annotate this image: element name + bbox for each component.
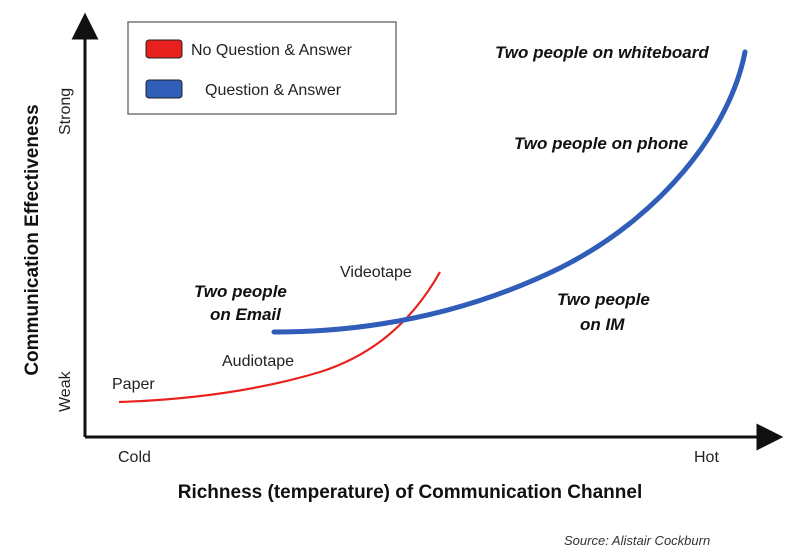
annotation-paper: Paper <box>112 376 155 393</box>
legend-label-no-qa: No Question & Answer <box>191 42 353 59</box>
annotation-im-line2: on IM <box>580 315 625 334</box>
annotation-email-line2: on Email <box>210 305 282 324</box>
y-axis-title: Communication Effectiveness <box>22 104 43 375</box>
annotation-phone: Two people on phone <box>514 134 688 153</box>
source-credit: Source: Alistair Cockburn <box>564 533 710 548</box>
annotation-videotape: Videotape <box>340 264 412 281</box>
y-tick-weak: Weak <box>57 370 74 412</box>
x-tick-cold: Cold <box>118 449 151 466</box>
y-tick-strong: Strong <box>57 88 74 135</box>
legend-label-qa: Question & Answer <box>205 82 342 99</box>
legend-swatch-no-qa <box>145 39 183 59</box>
annotation-email-line1: Two people <box>194 282 287 301</box>
annotation-im-line1: Two people <box>557 290 650 309</box>
annotation-audiotape: Audiotape <box>222 353 294 370</box>
legend-swatch-qa <box>145 79 183 99</box>
annotation-whiteboard: Two people on whiteboard <box>495 43 709 62</box>
series-qa-line <box>271 49 748 335</box>
x-tick-hot: Hot <box>694 449 719 466</box>
legend-box <box>127 21 397 115</box>
x-axis-title: Richness (temperature) of Communication … <box>178 482 643 503</box>
legend: No Question & Answer Question & Answer <box>127 21 397 115</box>
